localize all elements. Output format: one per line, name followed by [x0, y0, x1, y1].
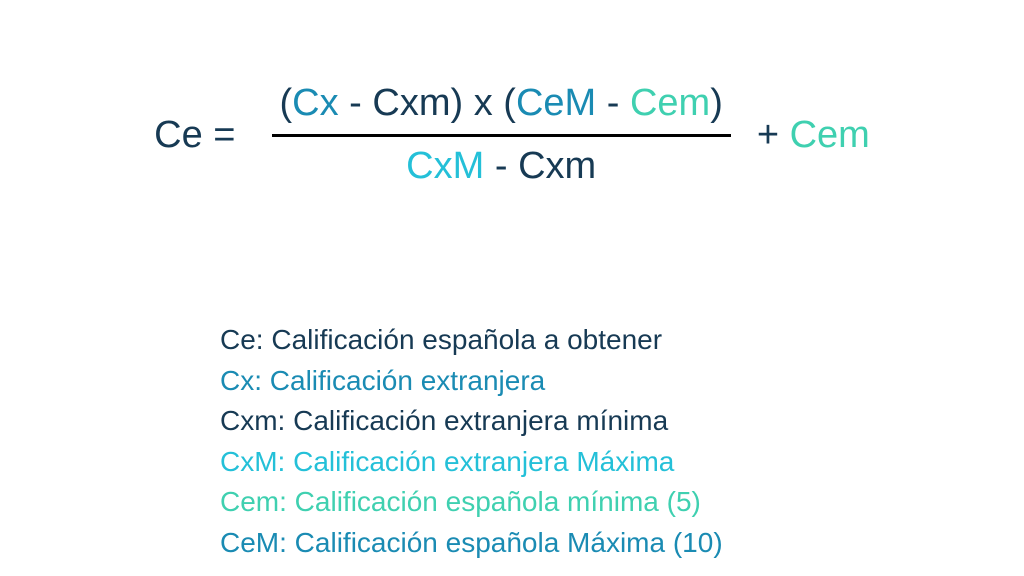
legend: Ce: Calificación española a obtener Cx: …	[220, 320, 723, 564]
op-minus: -	[596, 82, 630, 124]
op-plus: +	[757, 114, 790, 156]
formula-lhs: Ce =	[154, 114, 235, 157]
paren-open: (	[280, 82, 293, 124]
fraction-bar	[272, 134, 731, 137]
var-ceM: CeM	[516, 82, 596, 124]
var-cem: Cem	[790, 114, 870, 156]
legend-ce: Ce: Calificación española a obtener	[220, 320, 723, 361]
formula-denominator: CxM - Cxm	[398, 143, 604, 191]
var-cxm: Cxm	[518, 145, 596, 187]
formula-fraction: (Cx - Cxm) x (CeM - Cem) CxM - Cxm	[272, 80, 731, 190]
var-cem: Cem	[630, 82, 710, 124]
formula-diagram: Ce = (Cx - Cxm) x (CeM - Cem) CxM - Cxm …	[0, 0, 1024, 576]
op-minus: -	[339, 82, 373, 124]
legend-ceM: CeM: Calificación española Máxima (10)	[220, 523, 723, 564]
legend-cxM: CxM: Calificación extranjera Máxima	[220, 442, 723, 483]
legend-cx: Cx: Calificación extranjera	[220, 361, 723, 402]
paren-times: ) x (	[451, 82, 516, 124]
legend-cxm: Cxm: Calificación extranjera mínima	[220, 401, 723, 442]
op-minus: -	[484, 145, 518, 187]
paren-close: )	[710, 82, 723, 124]
var-cxM: CxM	[406, 145, 484, 187]
formula-numerator: (Cx - Cxm) x (CeM - Cem)	[272, 80, 731, 128]
var-cxm: Cxm	[372, 82, 450, 124]
legend-cem: Cem: Calificación española mínima (5)	[220, 482, 723, 523]
formula: Ce = (Cx - Cxm) x (CeM - Cem) CxM - Cxm …	[0, 80, 1024, 190]
formula-rhs: + Cem	[757, 114, 870, 157]
var-cx: Cx	[292, 82, 338, 124]
